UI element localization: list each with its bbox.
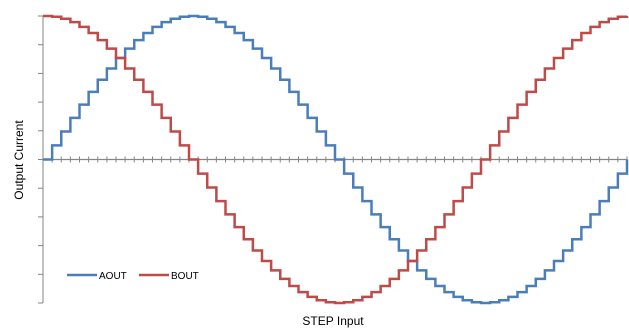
y-axis-title: Output Current (12, 120, 26, 200)
legend-label-bout: BOUT (171, 271, 199, 282)
chart-series (43, 14, 629, 305)
y-axis-ticks (38, 15, 43, 304)
legend-label-aout: AOUT (99, 271, 127, 282)
series-line-aout (43, 14, 629, 305)
series-line-bout (43, 14, 629, 305)
chart-axes (38, 15, 628, 304)
chart-legend: AOUT BOUT (67, 271, 199, 282)
x-axis-title: STEP Input (302, 314, 364, 328)
